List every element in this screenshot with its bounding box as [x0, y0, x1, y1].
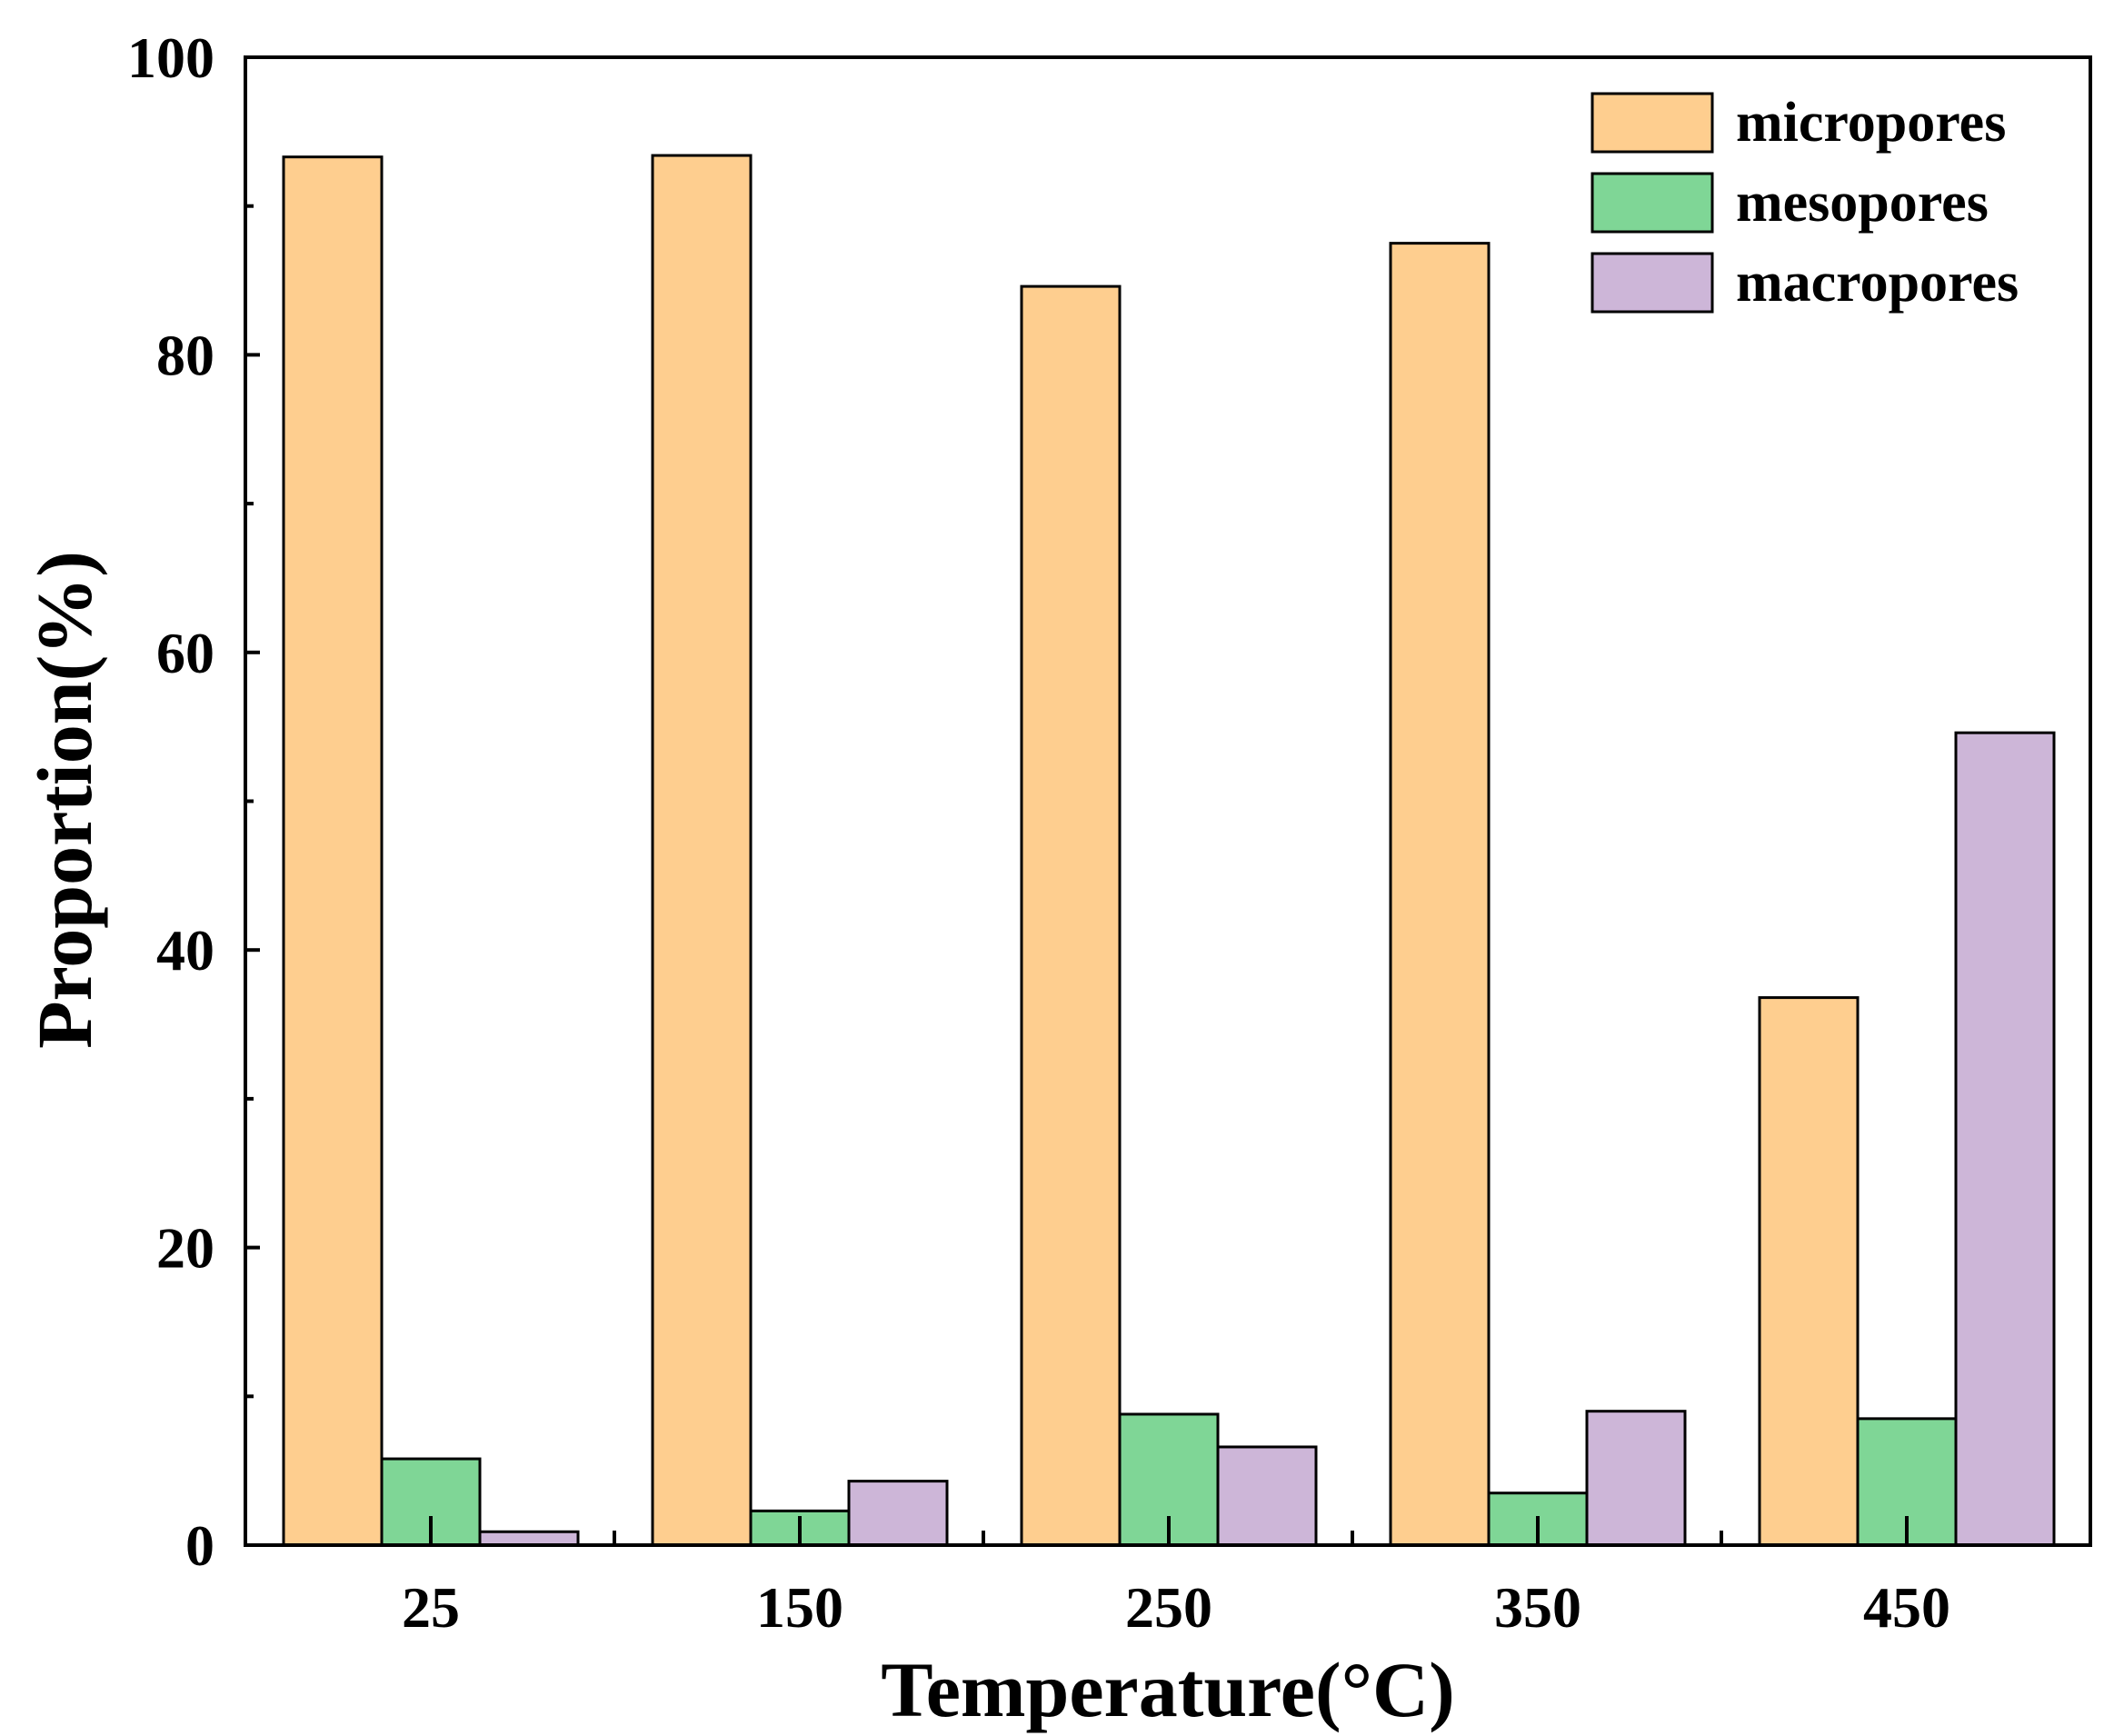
- bar-micropores-150: [651, 154, 753, 1547]
- legend-label-macropores: macropores: [1736, 252, 2019, 314]
- x-tick-label: 350: [1494, 1575, 1581, 1640]
- labels-layer: 25 150 250 350 450 0 20 40 60 80 100: [127, 25, 1950, 1640]
- y-tick-label: 40: [156, 918, 214, 983]
- bar-micropores-350: [1389, 242, 1491, 1547]
- bars-layer: [282, 154, 2056, 1547]
- bar-macropores-250: [1216, 1445, 1318, 1547]
- x-axis-title: Temperature(°C): [881, 1646, 1454, 1733]
- bar-micropores-25: [282, 155, 384, 1547]
- legend-swatch-macropores: [1590, 252, 1714, 314]
- bar-micropores-450: [1758, 996, 1860, 1547]
- y-tick-label: 20: [156, 1216, 214, 1281]
- y-tick-label: 0: [185, 1513, 214, 1578]
- y-tick-label: 60: [156, 621, 214, 685]
- legend-label-micropores: micropores: [1736, 92, 2006, 154]
- legend-swatch-mesopores: [1590, 172, 1714, 234]
- bar-macropores-350: [1585, 1410, 1687, 1547]
- legend-label-mesopores: mesopores: [1736, 172, 1989, 234]
- bar-micropores-250: [1020, 284, 1122, 1547]
- ticks-layer: [245, 55, 1909, 1547]
- legend-swatch-micropores: [1590, 92, 1714, 154]
- bar-macropores-450: [1954, 731, 2056, 1547]
- x-tick-label: 150: [756, 1575, 843, 1640]
- legend: micropores mesopores macropores: [1590, 92, 2019, 314]
- x-tick-label: 250: [1125, 1575, 1212, 1640]
- y-tick-label: 100: [127, 25, 214, 90]
- y-tick-label: 80: [156, 323, 214, 387]
- bar-macropores-25: [478, 1530, 580, 1547]
- y-axis-title: Proportion(%): [21, 551, 108, 1049]
- x-tick-label: 450: [1863, 1575, 1950, 1640]
- x-tick-label: 25: [402, 1575, 460, 1640]
- bar-macropores-150: [847, 1480, 949, 1547]
